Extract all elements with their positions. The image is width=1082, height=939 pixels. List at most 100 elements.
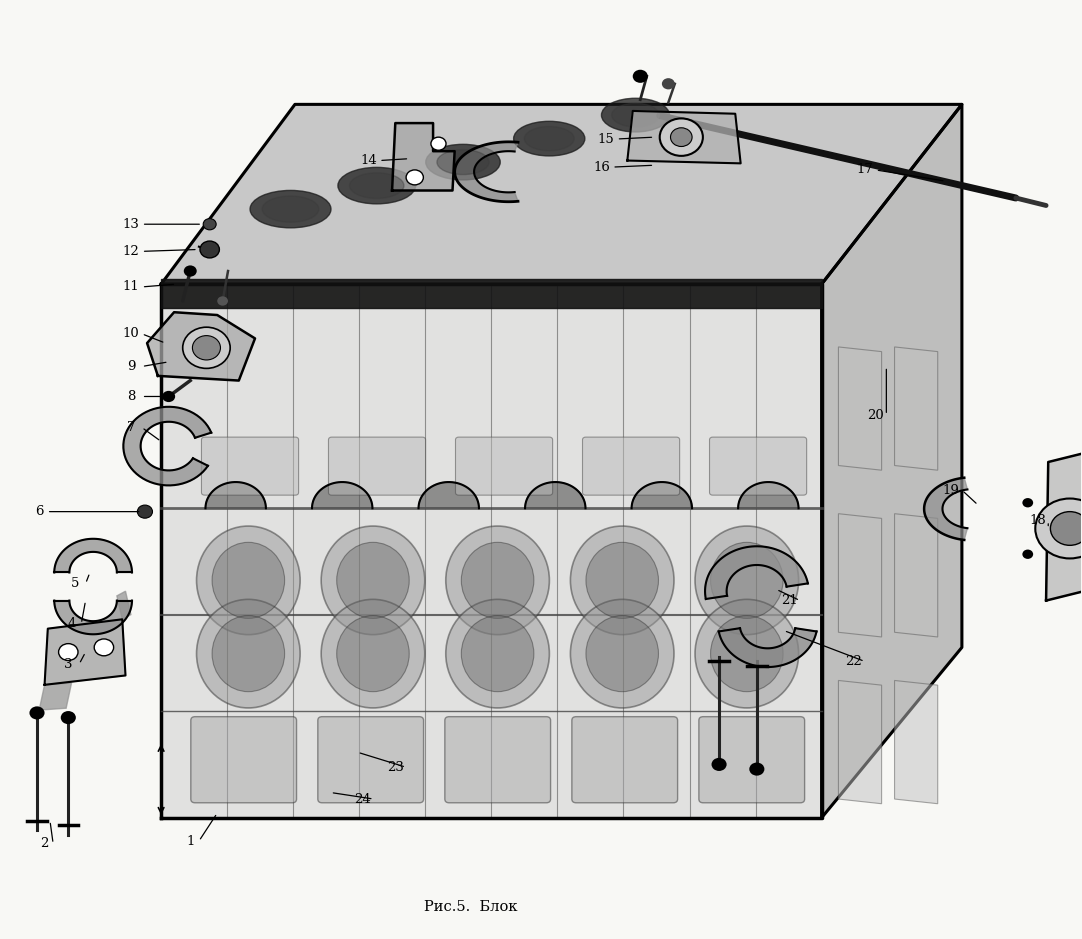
Text: 8: 8 [127,390,135,403]
Polygon shape [839,346,882,470]
Ellipse shape [425,145,500,180]
Polygon shape [161,285,821,818]
Ellipse shape [262,196,319,223]
Ellipse shape [212,543,285,619]
Ellipse shape [197,599,300,708]
Ellipse shape [586,543,659,619]
Polygon shape [161,280,821,308]
Circle shape [200,241,220,258]
Ellipse shape [570,599,674,708]
Text: 13: 13 [122,218,140,231]
Polygon shape [895,681,938,804]
Circle shape [94,639,114,655]
FancyBboxPatch shape [190,716,296,803]
Ellipse shape [711,616,783,692]
Circle shape [193,335,221,360]
Text: 12: 12 [122,245,140,258]
Text: 24: 24 [355,793,371,806]
FancyBboxPatch shape [572,716,677,803]
Text: 17: 17 [856,163,873,177]
Ellipse shape [212,616,285,692]
Polygon shape [161,104,962,285]
Text: 18: 18 [1029,515,1046,528]
Polygon shape [39,683,71,710]
FancyBboxPatch shape [710,438,807,495]
FancyBboxPatch shape [445,716,551,803]
Polygon shape [895,514,938,637]
Ellipse shape [514,121,585,156]
Text: 20: 20 [867,408,884,422]
Circle shape [1051,512,1082,546]
Circle shape [183,327,230,368]
FancyBboxPatch shape [329,438,425,495]
Circle shape [217,297,228,306]
Ellipse shape [446,599,550,708]
Ellipse shape [338,167,415,204]
Ellipse shape [250,191,331,228]
Ellipse shape [461,616,533,692]
Polygon shape [392,123,454,191]
Ellipse shape [586,616,659,692]
Polygon shape [718,628,817,667]
Text: 9: 9 [127,360,135,373]
Text: 14: 14 [360,154,377,167]
Polygon shape [312,482,372,508]
Text: 4: 4 [67,618,76,630]
Polygon shape [839,681,882,804]
Polygon shape [705,546,808,599]
Polygon shape [839,514,882,637]
Circle shape [1022,549,1033,559]
Polygon shape [419,482,479,508]
Text: Рис.5.  Блок: Рис.5. Блок [424,901,517,915]
Text: 23: 23 [387,761,404,774]
Text: 16: 16 [593,161,610,174]
Ellipse shape [437,149,489,175]
Text: 5: 5 [70,577,79,591]
Text: 6: 6 [35,505,43,518]
Ellipse shape [602,99,670,132]
Circle shape [406,170,423,185]
Ellipse shape [349,173,404,198]
Circle shape [712,758,727,771]
Polygon shape [632,482,692,508]
Ellipse shape [525,127,575,151]
Text: 7: 7 [127,421,135,434]
Circle shape [184,266,197,277]
Circle shape [29,706,44,719]
Polygon shape [117,592,131,620]
Ellipse shape [570,526,674,635]
Circle shape [750,762,764,776]
Circle shape [203,219,216,230]
Text: 22: 22 [846,654,862,668]
Polygon shape [206,482,266,508]
Ellipse shape [337,543,409,619]
FancyBboxPatch shape [318,716,423,803]
FancyBboxPatch shape [456,438,553,495]
Polygon shape [895,346,938,470]
Polygon shape [54,601,132,634]
Circle shape [431,137,446,150]
Ellipse shape [321,526,425,635]
Circle shape [633,69,648,83]
Ellipse shape [446,526,550,635]
Polygon shape [147,312,255,380]
Text: 15: 15 [597,132,615,146]
FancyBboxPatch shape [582,438,679,495]
Ellipse shape [695,526,799,635]
Ellipse shape [611,103,659,127]
Text: 3: 3 [64,657,72,670]
Polygon shape [454,142,518,202]
Circle shape [660,118,703,156]
Circle shape [61,711,76,724]
Polygon shape [525,482,585,508]
Circle shape [671,128,692,146]
FancyBboxPatch shape [201,438,299,495]
Circle shape [58,643,78,660]
Text: 1: 1 [186,835,195,848]
Polygon shape [821,104,962,818]
Circle shape [137,505,153,518]
Text: 11: 11 [122,281,140,293]
Polygon shape [54,539,132,573]
Text: 21: 21 [781,594,797,608]
Ellipse shape [695,599,799,708]
